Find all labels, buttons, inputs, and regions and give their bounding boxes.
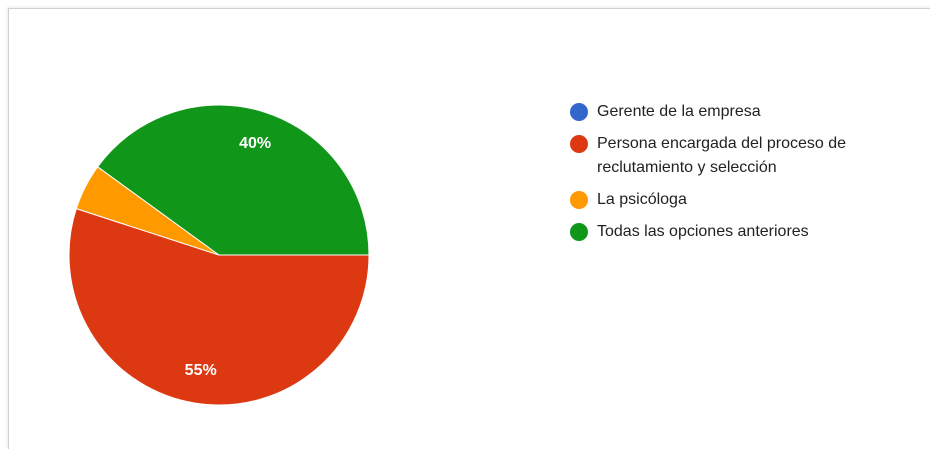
legend-swatch <box>570 103 588 121</box>
legend-swatch <box>570 223 588 241</box>
legend-label: Gerente de la empresa <box>597 103 761 120</box>
legend-label: Todas las opciones anteriores <box>597 223 809 240</box>
legend: Gerente de la empresa Persona encargada d… <box>570 100 915 252</box>
card-frame <box>8 8 930 449</box>
pie-slice <box>96 104 370 256</box>
screenshot: 55% 40% Gerente de la empresa Persona enca… <box>8 8 930 449</box>
slice-label: 40% <box>239 135 271 152</box>
legend-swatch <box>570 191 588 209</box>
slice-label: 55% <box>185 362 217 379</box>
legend-swatch <box>570 135 588 153</box>
legend-item: Gerente de la empresa <box>570 100 915 124</box>
legend-label: La psicóloga <box>597 191 687 208</box>
pie-slice <box>68 208 370 406</box>
chart: 55% 40% <box>68 104 370 406</box>
legend-item: Persona encargada del proceso de recluta… <box>570 132 915 180</box>
legend-item: La psicóloga <box>570 188 915 212</box>
legend-label: Persona encargada del proceso de recluta… <box>597 135 847 176</box>
legend-item: Todas las opciones anteriores <box>570 220 915 244</box>
